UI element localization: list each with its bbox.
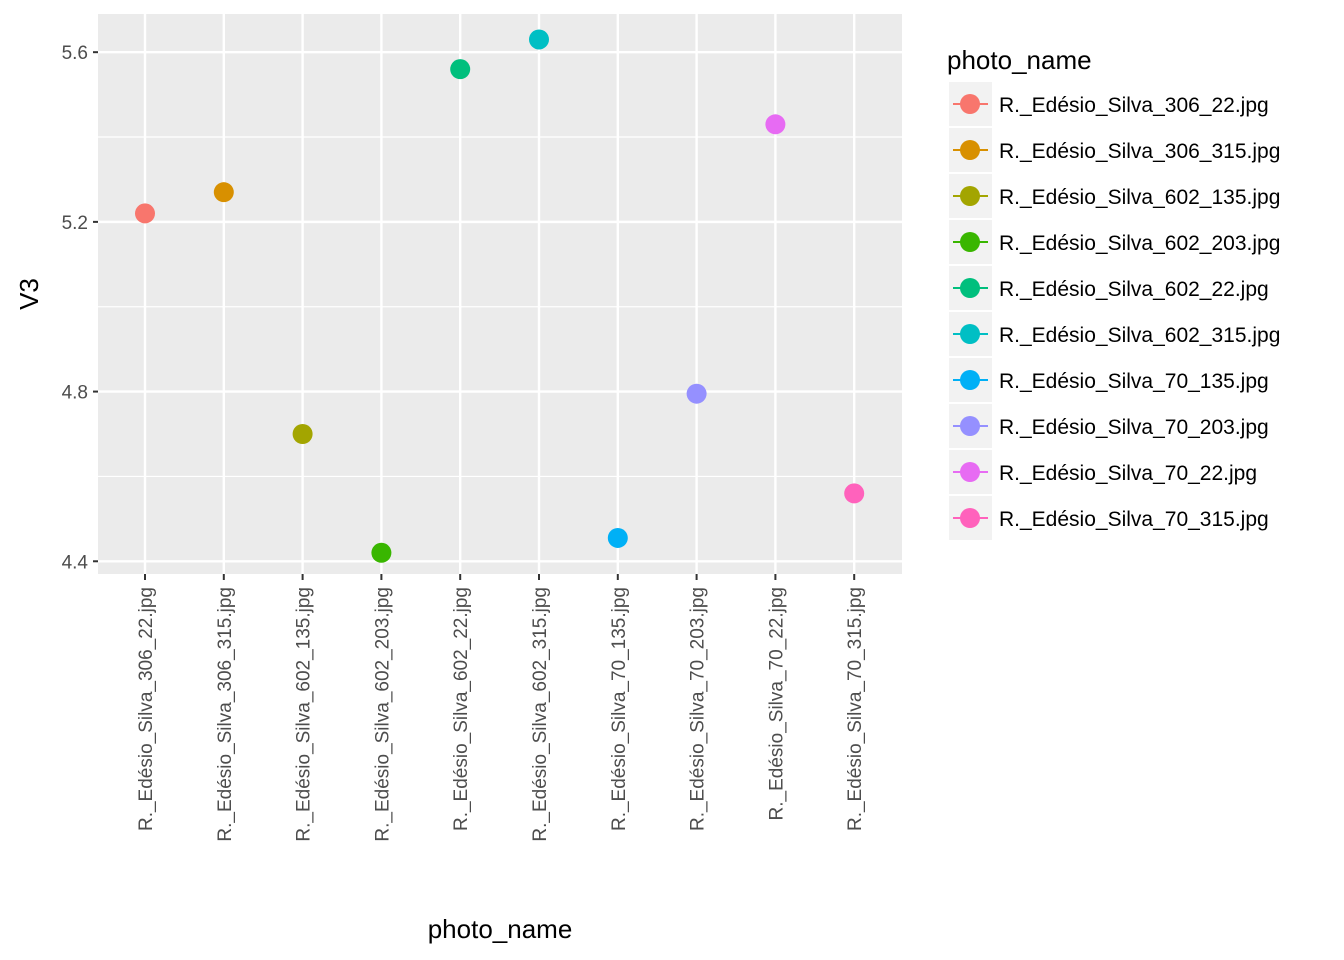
y-tick-label: 4.8 [62,383,88,404]
data-point [450,59,471,80]
legend-key-point [960,232,980,252]
panel-background [98,14,902,574]
grid-lines [98,14,902,574]
legend-title: photo_name [947,45,1092,75]
data-point [529,29,549,50]
legend-key-point [960,416,980,436]
x-tick-label: R._Edésio_Silva_70_315.jpg [845,587,866,831]
x-tick-label: R._Edésio_Silva_70_135.jpg [609,587,630,831]
legend-key-point [960,140,980,160]
data-points [135,29,865,563]
data-point [213,182,234,203]
y-tick-label: 5.6 [62,43,88,64]
x-tick-label: R._Edésio_Silva_602_135.jpg [294,587,315,842]
x-tick-label: R._Edésio_Silva_306_22.jpg [136,587,157,831]
legend-item-label: R._Edésio_Silva_602_22.jpg [999,278,1269,301]
legend-item-label: R._Edésio_Silva_602_315.jpg [999,324,1280,347]
legend-key-point [960,508,980,528]
legend-item-label: R._Edésio_Silva_70_135.jpg [999,370,1269,393]
legend-key-point [960,186,980,206]
x-tick-label: R._Edésio_Silva_602_203.jpg [372,587,393,842]
legend-item-label: R._Edésio_Silva_70_203.jpg [999,416,1269,439]
y-axis-title: V3 [14,278,44,310]
legend-key-point [960,462,980,482]
legend-item-label: R._Edésio_Silva_70_315.jpg [999,508,1269,531]
x-axis: R._Edésio_Silva_306_22.jpg R._Edésio_Silv… [136,574,866,842]
legend-key-point [960,370,980,390]
data-point [607,527,628,548]
legend-item-label: R._Edésio_Silva_602_203.jpg [999,232,1280,255]
x-tick-label: R._Edésio_Silva_70_22.jpg [766,587,787,820]
legend-item-label: R._Edésio_Silva_306_22.jpg [999,94,1269,117]
x-axis-title: photo_name [428,914,573,944]
y-axis: 4.4 4.8 5.2 5.6 [62,43,98,573]
x-tick-label: R._Edésio_Silva_602_315.jpg [530,587,551,842]
y-tick-label: 4.4 [62,552,89,573]
legend-item-label: R._Edésio_Silva_70_22.jpg [999,462,1257,485]
data-point [844,483,865,504]
data-point [371,542,392,563]
data-point [135,203,155,224]
x-tick-label: R._Edésio_Silva_306_315.jpg [215,587,236,842]
legend-key-point [960,278,980,298]
legend-key-point [960,94,980,114]
y-tick-label: 5.2 [62,213,88,234]
legend-item-label: R._Edésio_Silva_306_315.jpg [999,140,1280,163]
data-point [686,383,707,404]
legend-key-point [960,324,980,344]
data-point [292,424,313,444]
legend-item-label: R._Edésio_Silva_602_135.jpg [999,186,1280,209]
data-point [765,114,786,135]
x-tick-label: R._Edésio_Silva_602_22.jpg [451,587,472,831]
legend: photo_name R._Edésio_Silva_306_22.jpg R._… [947,45,1280,540]
x-tick-label: R._Edésio_Silva_70_203.jpg [688,587,709,831]
